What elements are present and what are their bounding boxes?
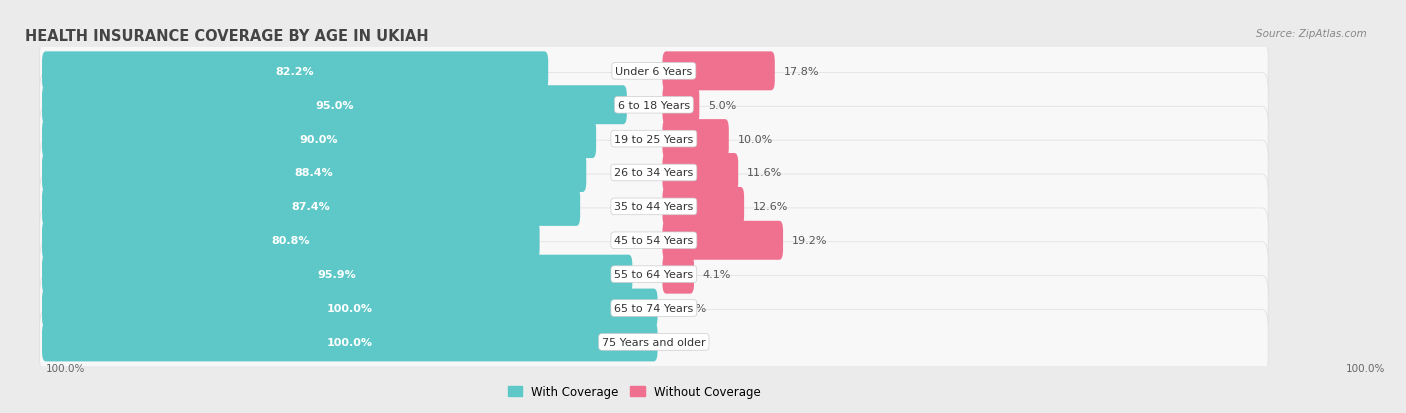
Text: Source: ZipAtlas.com: Source: ZipAtlas.com [1256,29,1367,39]
Text: 88.4%: 88.4% [295,168,333,178]
FancyBboxPatch shape [39,242,1268,307]
Text: 95.0%: 95.0% [315,100,354,110]
Text: 65 to 74 Years: 65 to 74 Years [614,303,693,313]
FancyBboxPatch shape [42,221,540,260]
Text: 5.0%: 5.0% [707,100,737,110]
Text: 75 Years and older: 75 Years and older [602,337,706,347]
FancyBboxPatch shape [42,52,548,91]
Text: 19 to 25 Years: 19 to 25 Years [614,134,693,144]
Text: 90.0%: 90.0% [299,134,339,144]
FancyBboxPatch shape [39,175,1268,239]
FancyBboxPatch shape [42,86,627,125]
FancyBboxPatch shape [39,310,1268,374]
FancyBboxPatch shape [42,120,596,159]
Text: 95.9%: 95.9% [318,270,357,280]
Text: 100.0%: 100.0% [46,363,86,373]
Text: 4.1%: 4.1% [703,270,731,280]
Text: 100.0%: 100.0% [326,337,373,347]
Text: 35 to 44 Years: 35 to 44 Years [614,202,693,212]
FancyBboxPatch shape [662,154,738,192]
Text: 0.0%: 0.0% [679,303,707,313]
Text: 6 to 18 Years: 6 to 18 Years [617,100,690,110]
Text: 12.6%: 12.6% [752,202,789,212]
FancyBboxPatch shape [42,323,658,361]
FancyBboxPatch shape [39,73,1268,138]
FancyBboxPatch shape [39,276,1268,341]
Text: Under 6 Years: Under 6 Years [616,66,693,77]
Text: 10.0%: 10.0% [737,134,773,144]
FancyBboxPatch shape [662,188,744,226]
FancyBboxPatch shape [42,154,586,192]
Text: 17.8%: 17.8% [783,66,818,77]
Text: 80.8%: 80.8% [271,236,311,246]
Text: 19.2%: 19.2% [792,236,827,246]
Text: 87.4%: 87.4% [291,202,330,212]
FancyBboxPatch shape [39,107,1268,171]
Text: 45 to 54 Years: 45 to 54 Years [614,236,693,246]
FancyBboxPatch shape [39,141,1268,205]
Text: 82.2%: 82.2% [276,66,315,77]
FancyBboxPatch shape [42,188,581,226]
Text: HEALTH INSURANCE COVERAGE BY AGE IN UKIAH: HEALTH INSURANCE COVERAGE BY AGE IN UKIA… [25,29,429,44]
FancyBboxPatch shape [662,120,728,159]
FancyBboxPatch shape [662,221,783,260]
FancyBboxPatch shape [662,86,699,125]
Legend: With Coverage, Without Coverage: With Coverage, Without Coverage [508,385,761,398]
FancyBboxPatch shape [39,39,1268,104]
FancyBboxPatch shape [42,289,658,328]
Text: 100.0%: 100.0% [326,303,373,313]
FancyBboxPatch shape [39,209,1268,273]
Text: 0.0%: 0.0% [679,337,707,347]
Text: 11.6%: 11.6% [747,168,782,178]
FancyBboxPatch shape [662,255,695,294]
Text: 55 to 64 Years: 55 to 64 Years [614,270,693,280]
Text: 100.0%: 100.0% [1346,363,1385,373]
FancyBboxPatch shape [42,255,633,294]
Text: 26 to 34 Years: 26 to 34 Years [614,168,693,178]
FancyBboxPatch shape [662,52,775,91]
